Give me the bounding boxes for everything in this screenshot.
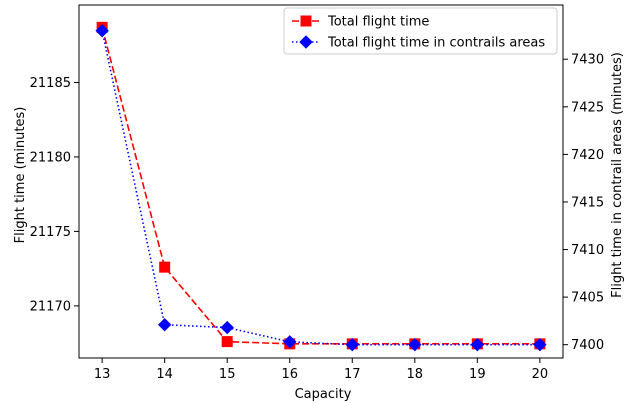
y-right-tick-label: 7415 bbox=[571, 195, 604, 210]
x-axis-label: Capacity bbox=[295, 387, 352, 402]
data-point bbox=[408, 337, 422, 352]
legend-frame bbox=[283, 7, 558, 55]
x-tick-label: 19 bbox=[469, 367, 486, 382]
x-tick-label: 18 bbox=[407, 367, 424, 382]
legend-label: Total flight time in contrails areas bbox=[327, 36, 545, 51]
legend-swatch-marker bbox=[299, 35, 313, 49]
plot-area bbox=[78, 4, 564, 359]
legend-swatch-marker bbox=[300, 15, 312, 27]
x-tick-label: 20 bbox=[532, 367, 549, 382]
data-point bbox=[95, 23, 109, 38]
series-line bbox=[101, 27, 540, 345]
data-point bbox=[533, 337, 547, 352]
x-axis: 13 14 15 16 17 18 19 20 bbox=[94, 358, 548, 382]
legend: Total flight time Total flight time in co… bbox=[283, 7, 558, 55]
y-axis-right-label: Flight time in contrail areas (minutes) bbox=[610, 52, 625, 298]
y-right-tick-label: 7400 bbox=[571, 338, 604, 353]
x-tick-label: 15 bbox=[219, 367, 236, 382]
y-axis-left-label: Flight time (minutes) bbox=[13, 107, 28, 244]
data-point bbox=[221, 336, 233, 348]
data-point bbox=[345, 337, 359, 352]
y-left-tick-label: 21170 bbox=[30, 299, 71, 314]
data-point bbox=[470, 337, 485, 352]
y-left-tick-label: 21175 bbox=[30, 225, 71, 240]
y-axis-right: 7400 7405 7410 7415 7420 7425 7430 bbox=[563, 53, 604, 353]
y-right-tick-label: 7420 bbox=[571, 148, 604, 163]
x-tick-label: 14 bbox=[156, 367, 173, 382]
data-point bbox=[159, 261, 171, 273]
series-0 bbox=[96, 21, 546, 350]
series-line bbox=[101, 30, 540, 346]
y-right-tick-label: 7405 bbox=[571, 291, 604, 306]
y-right-tick-label: 7410 bbox=[571, 243, 604, 258]
data-point bbox=[283, 335, 297, 349]
y-left-tick-label: 21180 bbox=[30, 150, 71, 165]
legend-label: Total flight time bbox=[327, 15, 429, 30]
data-point bbox=[157, 317, 172, 332]
y-left-tick-label: 21185 bbox=[30, 76, 71, 91]
y-right-tick-label: 7425 bbox=[571, 100, 604, 115]
plot-frame bbox=[78, 4, 564, 359]
series-layer bbox=[95, 21, 547, 352]
data-point bbox=[220, 320, 234, 335]
y-axis-left: 21170 21175 21180 21185 bbox=[30, 76, 79, 314]
x-tick-label: 17 bbox=[344, 367, 361, 382]
series-1 bbox=[95, 23, 547, 352]
x-tick-label: 16 bbox=[281, 367, 298, 382]
y-right-tick-label: 7430 bbox=[571, 53, 604, 68]
x-tick-label: 13 bbox=[94, 367, 111, 382]
